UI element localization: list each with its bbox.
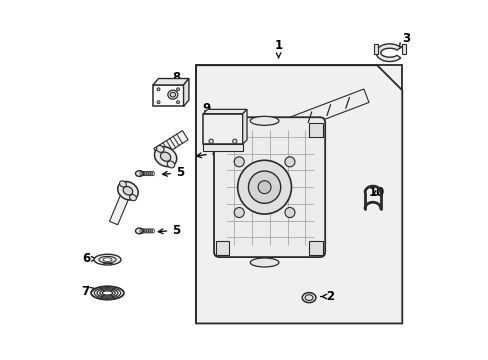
Circle shape	[157, 101, 160, 104]
Text: 5: 5	[163, 166, 183, 179]
Bar	[215, 241, 229, 255]
Polygon shape	[203, 109, 246, 114]
Ellipse shape	[129, 194, 136, 201]
Ellipse shape	[156, 145, 163, 152]
Polygon shape	[242, 109, 246, 144]
Polygon shape	[153, 131, 188, 158]
Ellipse shape	[250, 116, 278, 125]
Bar	[153, 85, 183, 107]
Ellipse shape	[305, 295, 312, 301]
Text: 10: 10	[368, 186, 385, 199]
Ellipse shape	[154, 147, 176, 167]
Polygon shape	[183, 78, 188, 107]
Ellipse shape	[167, 90, 178, 99]
Ellipse shape	[167, 161, 174, 168]
Text: 6: 6	[82, 252, 97, 265]
Circle shape	[157, 88, 160, 91]
Ellipse shape	[302, 293, 315, 303]
Ellipse shape	[250, 258, 278, 267]
Text: 5: 5	[158, 224, 180, 237]
Text: 8: 8	[172, 71, 180, 87]
Ellipse shape	[119, 181, 126, 187]
Circle shape	[176, 101, 179, 104]
Bar	[196, 65, 402, 323]
Circle shape	[234, 157, 244, 167]
Polygon shape	[288, 89, 368, 131]
Text: 4: 4	[196, 147, 220, 159]
Bar	[401, 44, 405, 54]
Polygon shape	[153, 78, 188, 85]
Circle shape	[234, 207, 244, 217]
Circle shape	[285, 157, 294, 167]
Circle shape	[232, 139, 237, 143]
Bar	[308, 123, 322, 137]
Circle shape	[176, 88, 179, 91]
Ellipse shape	[135, 228, 143, 234]
Circle shape	[285, 207, 294, 217]
Bar	[373, 44, 377, 54]
Ellipse shape	[160, 152, 170, 161]
FancyBboxPatch shape	[214, 117, 325, 257]
Polygon shape	[196, 65, 402, 323]
Ellipse shape	[103, 258, 112, 261]
Bar	[203, 114, 242, 144]
Text: 9: 9	[203, 102, 215, 119]
Circle shape	[258, 181, 270, 194]
Bar	[308, 241, 322, 255]
Ellipse shape	[118, 181, 138, 200]
Ellipse shape	[99, 256, 116, 263]
Ellipse shape	[123, 186, 132, 195]
Circle shape	[208, 139, 213, 143]
Text: 7: 7	[81, 285, 95, 298]
Polygon shape	[375, 44, 400, 62]
Polygon shape	[109, 187, 132, 225]
Circle shape	[248, 171, 280, 203]
Bar	[215, 123, 229, 137]
Bar	[203, 144, 242, 150]
Text: 2: 2	[320, 290, 334, 303]
Text: 3: 3	[399, 32, 409, 48]
Ellipse shape	[135, 171, 143, 176]
Circle shape	[237, 160, 291, 214]
Ellipse shape	[94, 254, 121, 265]
Ellipse shape	[170, 92, 175, 97]
Text: 1: 1	[274, 39, 282, 58]
